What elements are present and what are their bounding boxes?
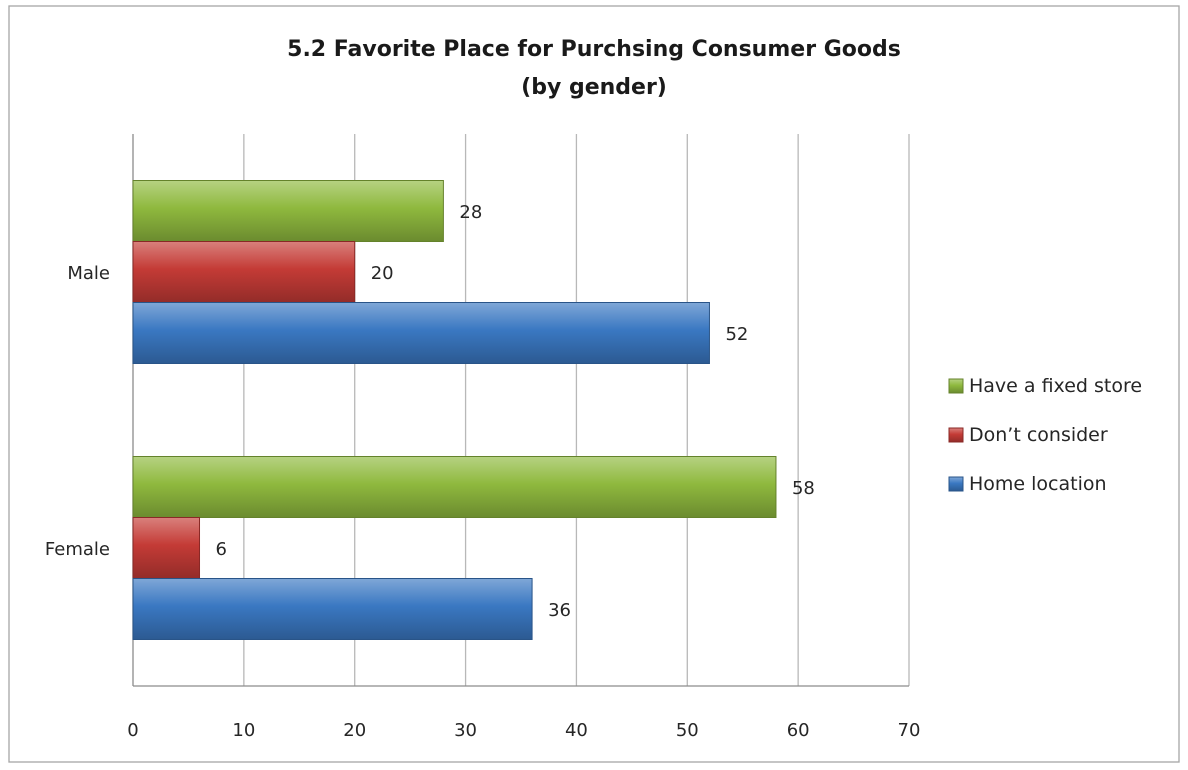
bar-male-have-a-fixed-store xyxy=(132,180,444,242)
bar-female-don-t-consider xyxy=(132,517,201,579)
data-label-female-don-t-consider: 6 xyxy=(216,539,227,560)
data-label-male-have-a-fixed-store: 28 xyxy=(459,202,482,223)
data-label-female-home-location: 36 xyxy=(548,600,571,621)
legend-label-home-location: Home location xyxy=(969,473,1107,495)
bar-female-home-location xyxy=(132,578,533,640)
x-tick-label: 30 xyxy=(454,720,477,741)
chart-subtitle: (by gender) xyxy=(521,75,667,100)
x-tick-label: 0 xyxy=(127,720,138,741)
x-tick-label: 70 xyxy=(898,720,921,741)
x-tick-label: 50 xyxy=(676,720,699,741)
bar-female-have-a-fixed-store xyxy=(132,456,777,518)
bar-male-home-location xyxy=(132,302,710,364)
legend: Have a fixed store Don’t consider Home loc… xyxy=(948,375,1142,495)
legend-swatch-home-location xyxy=(948,476,964,492)
bars xyxy=(132,180,777,640)
bar-male-don-t-consider xyxy=(132,241,356,303)
data-label-male-don-t-consider: 20 xyxy=(371,263,394,284)
legend-label-have-a-fixed-store: Have a fixed store xyxy=(969,375,1142,397)
x-tick-label: 40 xyxy=(565,720,588,741)
category-label-female: Female xyxy=(45,539,110,560)
x-tick-label: 20 xyxy=(343,720,366,741)
y-axis-categories: Male Female xyxy=(45,263,110,560)
category-label-male: Male xyxy=(67,263,110,284)
x-tick-label: 60 xyxy=(787,720,810,741)
data-label-female-have-a-fixed-store: 58 xyxy=(792,478,815,499)
x-axis-ticks: 0 10 20 30 40 50 60 70 xyxy=(127,720,920,741)
data-labels: 28 20 52 58 6 36 xyxy=(216,202,815,621)
legend-label-don-t-consider: Don’t consider xyxy=(969,424,1108,446)
data-label-male-home-location: 52 xyxy=(725,324,748,345)
chart-title: 5.2 Favorite Place for Purchsing Consume… xyxy=(287,37,901,62)
legend-swatch-have-a-fixed-store xyxy=(948,378,964,394)
legend-swatch-don-t-consider xyxy=(948,427,964,443)
x-tick-label: 10 xyxy=(232,720,255,741)
